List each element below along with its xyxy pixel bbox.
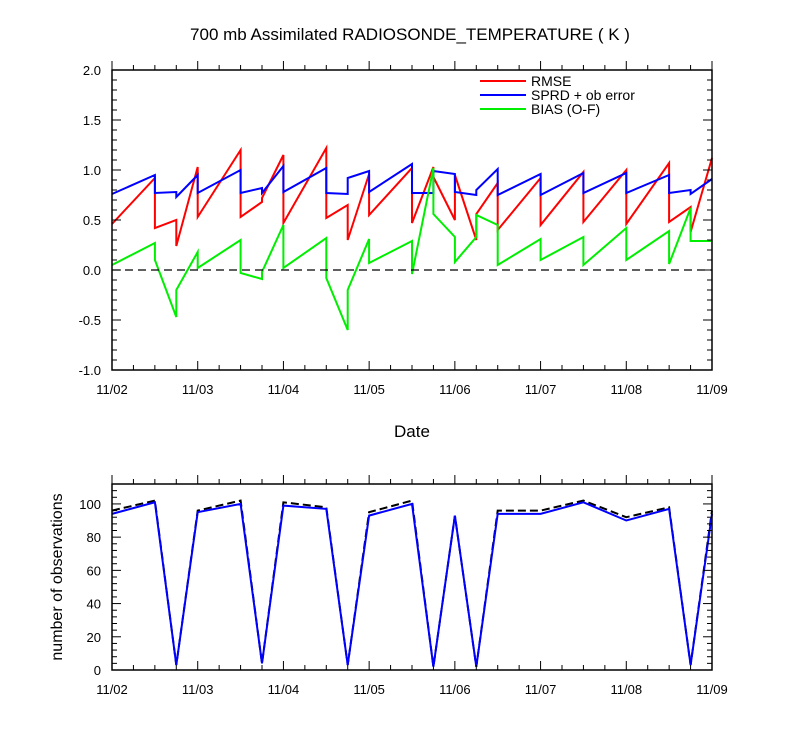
possible-observations-line	[111, 499, 713, 667]
y-tick-label: 1.0	[83, 163, 101, 178]
legend-label: SPRD + ob error	[531, 87, 635, 103]
x-tick-label: 11/02	[96, 382, 128, 397]
x-tick-label: 11/07	[525, 382, 557, 397]
top-chart-series	[111, 144, 713, 331]
x-tick-label: 11/05	[353, 382, 385, 397]
x-axis-label: Date	[394, 422, 430, 441]
bottom-chart: 11/02 11/03 11/04 11/05 11/06 11/07 11/08 11/09…	[49, 475, 728, 697]
x-tick-label: 11/04	[268, 682, 300, 697]
y-tick-label: 1.5	[83, 113, 101, 128]
bias-o-f-line	[111, 167, 712, 331]
x-tick-label: 11/03	[182, 382, 214, 397]
x-tick-label: 11/02	[96, 682, 128, 697]
y-tick-label: -0.5	[79, 313, 101, 328]
x-tick-label: 11/09	[696, 382, 728, 397]
bottom-chart-frame	[111, 483, 713, 671]
top-chart-ticks: 11/02 11/03 11/04 11/05 11/06 11/07 11/08 11/09…	[79, 61, 728, 397]
legend-label: RMSE	[531, 73, 571, 89]
y-tick-label: 0.0	[83, 263, 101, 278]
y-tick-label: 0	[94, 663, 101, 678]
x-tick-label: 11/04	[268, 382, 300, 397]
y-tick-label: 0.5	[83, 213, 101, 228]
x-tick-label: 11/07	[525, 682, 557, 697]
y-axis-label: number of observations	[49, 493, 66, 660]
y-tick-label: 2.0	[83, 63, 101, 78]
x-tick-label: 11/06	[439, 382, 471, 397]
bottom-chart-ticks: 11/02 11/03 11/04 11/05 11/06 11/07 11/08 11/09…	[79, 475, 728, 697]
x-tick-label: 11/05	[353, 682, 385, 697]
top-chart-frame	[111, 69, 713, 371]
x-tick-label: 11/08	[610, 382, 642, 397]
y-tick-label: 80	[87, 530, 101, 545]
legend-label: BIAS (O-F)	[531, 101, 600, 117]
y-tick-label: 40	[87, 597, 101, 612]
y-tick-label: 20	[87, 630, 101, 645]
assimilated-observations-line	[111, 501, 713, 667]
y-tick-label: -1.0	[79, 363, 101, 378]
chart-title: 700 mb Assimilated RADIOSONDE_TEMPERATUR…	[190, 25, 630, 44]
sprd-ob-error-line	[111, 162, 713, 200]
x-tick-label: 11/03	[182, 682, 214, 697]
x-tick-label: 11/09	[696, 682, 728, 697]
bottom-chart-series	[111, 499, 713, 667]
x-tick-label: 11/06	[439, 682, 471, 697]
rmse-line	[111, 144, 713, 247]
y-tick-label: 100	[79, 497, 101, 512]
y-tick-label: 60	[87, 563, 101, 578]
x-tick-label: 11/08	[610, 682, 642, 697]
